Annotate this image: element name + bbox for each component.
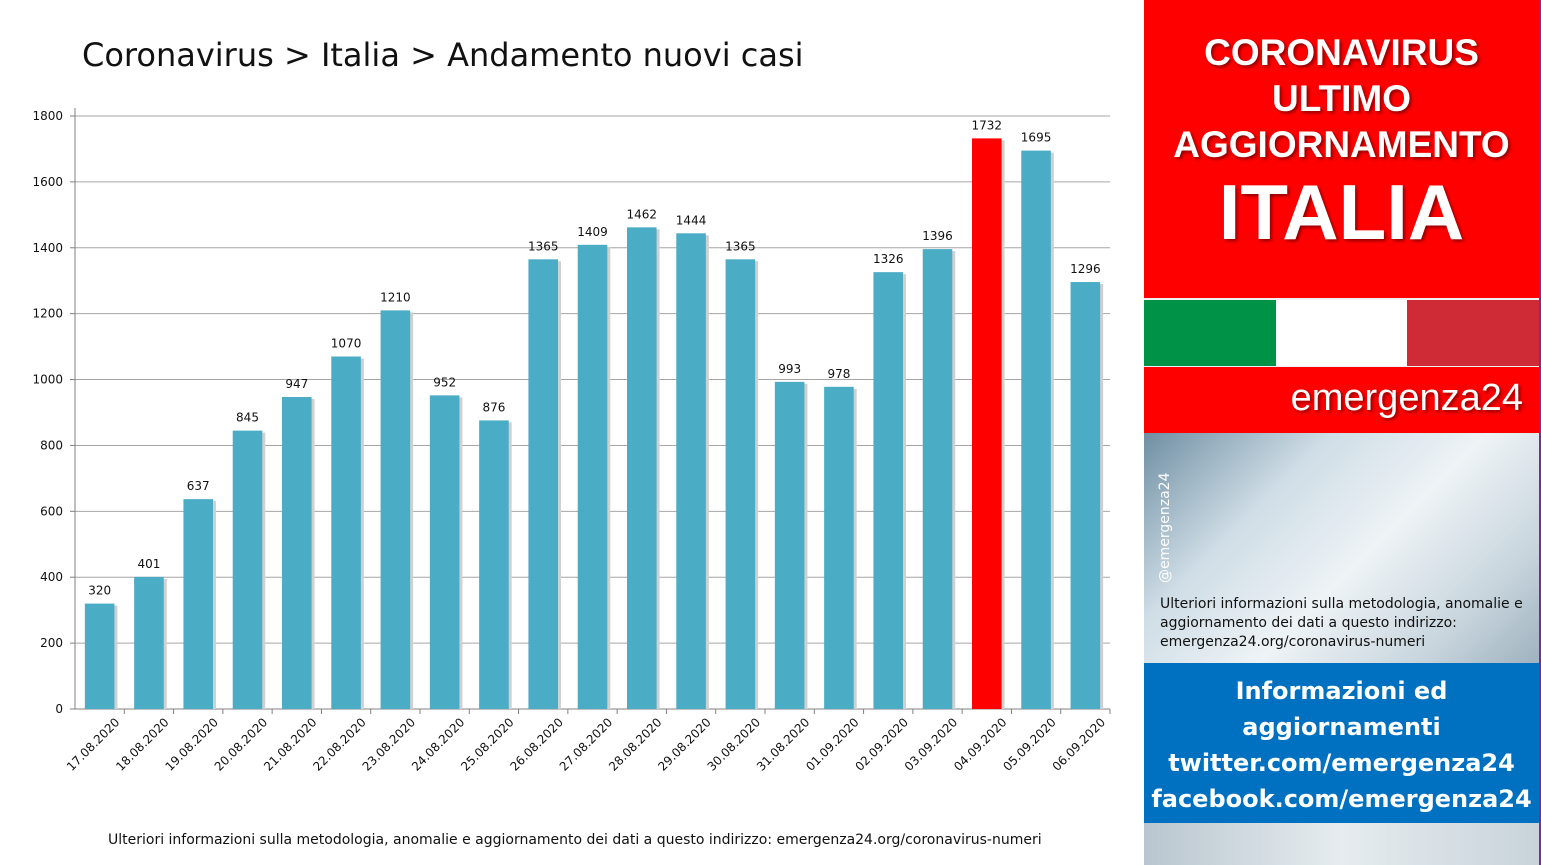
data-label: 320 <box>88 584 111 598</box>
bar <box>183 499 213 709</box>
data-label: 1695 <box>1021 131 1052 145</box>
headline-line-1: CORONAVIRUS <box>1204 32 1479 73</box>
side-panel: CORONAVIRUS ULTIMO AGGIORNAMENTO ITALIA … <box>1144 0 1541 865</box>
flag-green-stripe <box>1144 300 1276 366</box>
headline-country: ITALIA <box>1218 168 1465 256</box>
bar <box>676 233 706 709</box>
data-label: 1462 <box>627 207 658 221</box>
y-tick-label: 800 <box>40 438 63 452</box>
bar <box>232 430 263 709</box>
data-label: 947 <box>285 377 308 391</box>
bar-chart: 320 401 637 845 947 1070 1210 952 876 1365 1409 146… <box>32 108 1111 774</box>
data-label: 1365 <box>528 239 559 253</box>
data-label: 637 <box>187 479 210 493</box>
brand-name: emergenza24 <box>1290 377 1523 419</box>
bar <box>134 576 164 709</box>
bar <box>331 356 361 709</box>
data-label: 1365 <box>725 239 756 253</box>
facebook-link[interactable]: facebook.com/emergenza24 <box>1151 785 1532 813</box>
methodology-note: Ulteriori informazioni sulla metodologia… <box>1160 596 1523 650</box>
headline-line-3: AGGIORNAMENTO <box>1173 124 1510 165</box>
y-tick-label: 200 <box>40 636 63 650</box>
data-label: 1210 <box>380 290 411 304</box>
data-label: 1396 <box>922 229 953 243</box>
bar <box>972 138 1002 709</box>
y-tick-label: 0 <box>55 702 63 716</box>
headline-banner: CORONAVIRUS ULTIMO AGGIORNAMENTO ITALIA <box>1144 0 1539 298</box>
bar <box>1021 150 1051 709</box>
data-label: 1732 <box>972 118 1003 132</box>
social-line-1: Informazioni ed <box>1235 677 1448 705</box>
social-handle: @emergenza24 <box>1157 472 1173 584</box>
bar <box>922 249 953 709</box>
bars <box>84 138 1104 709</box>
headline-line-2: ULTIMO <box>1271 78 1412 119</box>
x-tick-label: 06.09.2020 <box>1050 715 1108 773</box>
data-label: 1326 <box>873 252 904 266</box>
bar <box>725 259 756 709</box>
bar <box>282 397 312 709</box>
italian-flag-icon <box>1144 300 1540 366</box>
bar <box>429 395 460 709</box>
flag-white-stripe <box>1275 300 1408 366</box>
side-divider <box>1539 0 1541 865</box>
data-label: 1070 <box>331 336 362 350</box>
y-tick-label: 1000 <box>32 373 63 387</box>
background-photo: @emergenza24 Ulteriori informazioni sull… <box>1144 433 1539 663</box>
x-tick-labels: 17.08.202018.08.202019.08.202020.08.2020… <box>64 715 1108 773</box>
bar <box>577 244 608 709</box>
bar <box>627 227 657 709</box>
brand-banner: emergenza24 <box>1144 367 1539 433</box>
y-tick-label: 600 <box>40 504 63 518</box>
y-tick-label: 1200 <box>32 307 63 321</box>
chart-title: Coronavirus > Italia > Andamento nuovi c… <box>82 36 804 74</box>
bar <box>1070 282 1101 709</box>
flag-red-stripe <box>1407 300 1540 366</box>
y-tick-label: 400 <box>40 570 63 584</box>
data-label: 993 <box>778 362 801 376</box>
bar <box>380 310 411 709</box>
bar <box>873 272 903 709</box>
data-label: 876 <box>482 400 505 414</box>
background-photo-bottom <box>1144 823 1539 865</box>
data-label: 1444 <box>676 213 707 227</box>
social-links-banner: Informazioni ed aggiornamenti twitter.co… <box>1144 663 1539 823</box>
bar <box>824 386 854 709</box>
social-line-2: aggiornamenti <box>1242 713 1441 741</box>
bar <box>84 603 115 709</box>
twitter-link[interactable]: twitter.com/emergenza24 <box>1168 749 1515 777</box>
data-label: 401 <box>137 557 160 571</box>
y-tick-label: 1600 <box>32 175 63 189</box>
y-tick-labels: 0 200 400 600 800 1000 1200 1400 1600 1800 <box>32 109 63 716</box>
footer-note: Ulteriori informazioni sulla metodologia… <box>108 832 1042 848</box>
data-label: 845 <box>236 411 259 425</box>
data-label: 1296 <box>1070 262 1101 276</box>
bar <box>479 420 509 709</box>
data-label: 978 <box>827 367 850 381</box>
bar <box>528 259 558 709</box>
y-tick-label: 1400 <box>32 241 63 255</box>
bar <box>774 381 805 709</box>
y-tick-label: 1800 <box>32 109 63 123</box>
data-labels: 320 401 637 845 947 1070 1210 952 876 1365 1409 146… <box>88 118 1100 597</box>
data-label: 952 <box>433 375 456 389</box>
data-label: 1409 <box>577 225 608 239</box>
